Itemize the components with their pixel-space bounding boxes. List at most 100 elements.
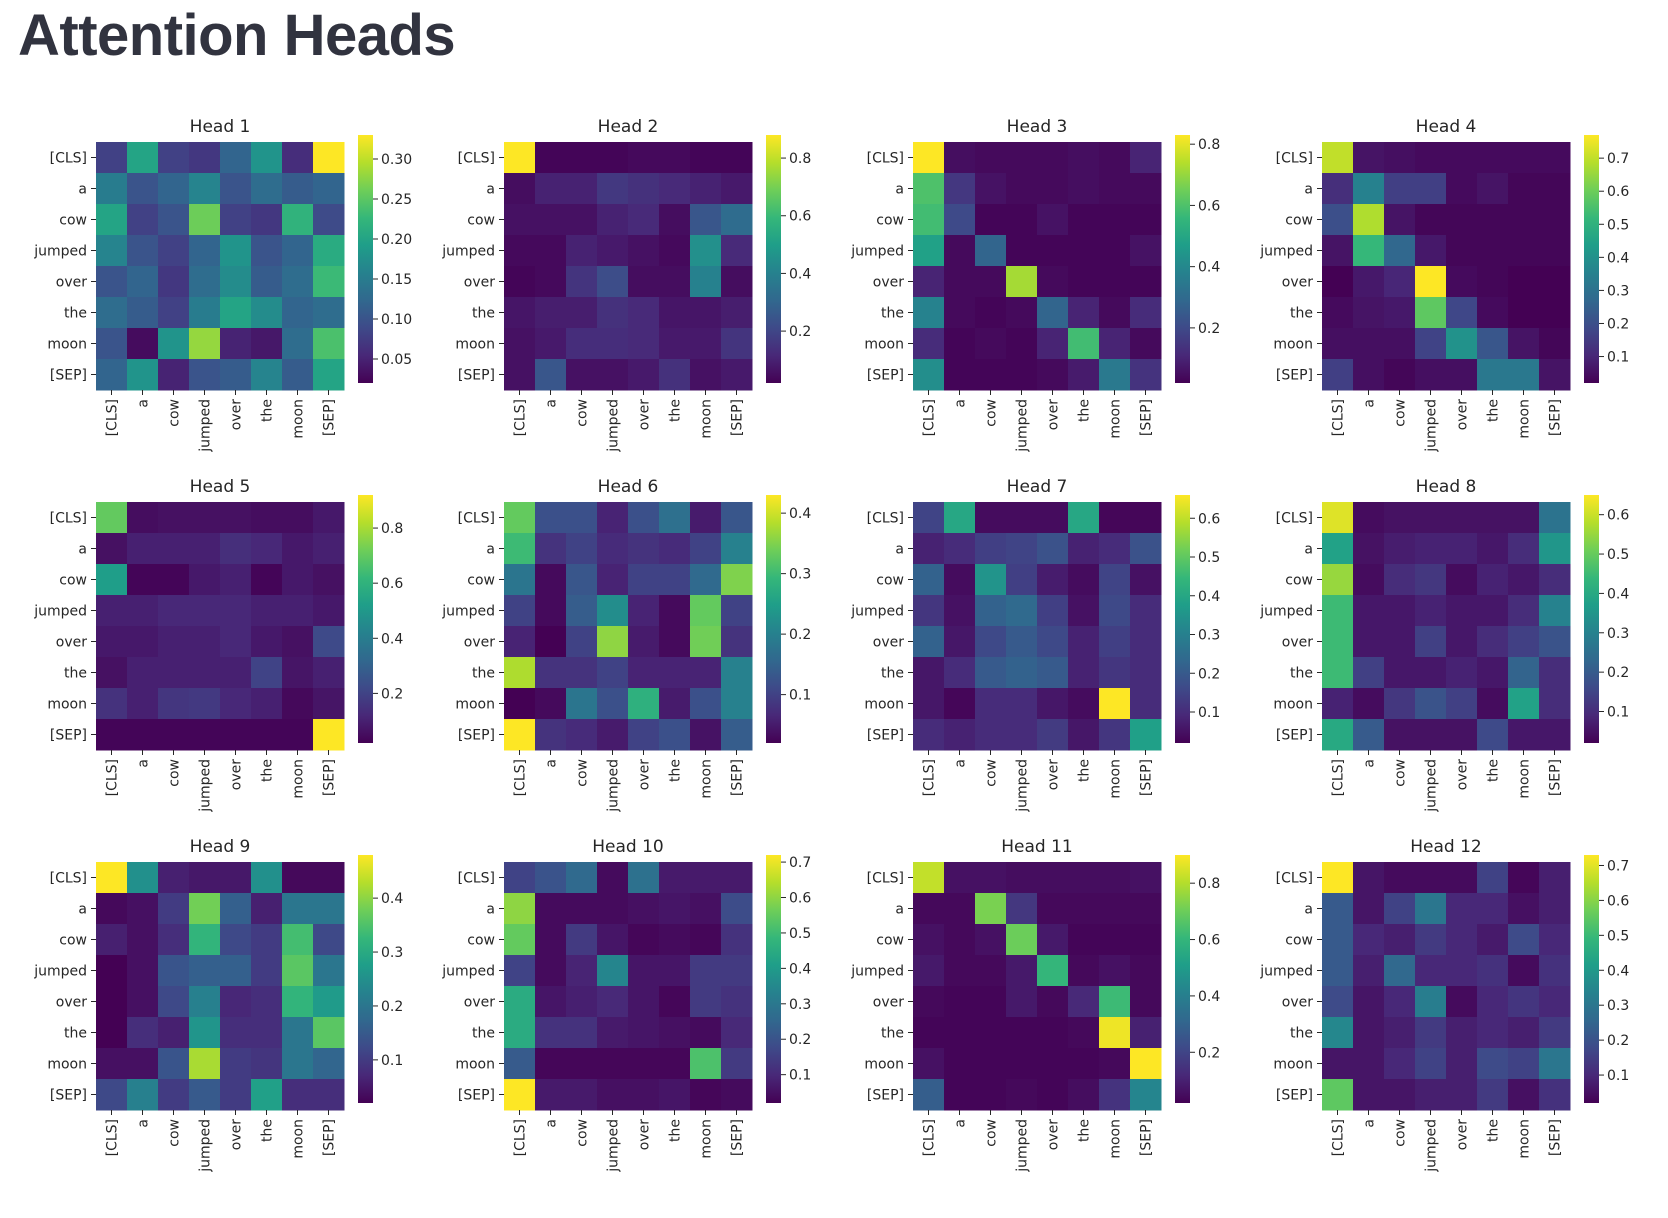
heatmap-cell — [975, 1017, 1007, 1049]
heatmap-cell — [690, 533, 722, 565]
heatmap-cell — [597, 502, 629, 534]
y-tick-label: [CLS] — [458, 871, 495, 887]
heatmap-cell — [1508, 719, 1540, 751]
y-tick-label: jumped — [1259, 964, 1313, 980]
colorbar-tick-label: 0.6 — [1607, 184, 1629, 200]
colorbar-tick-label: 0.6 — [1198, 933, 1220, 949]
y-tick-label: cow — [876, 933, 904, 949]
colorbar-tick-label: 0.3 — [1607, 626, 1629, 642]
heatmap-cell — [1130, 1048, 1162, 1080]
heatmap-cell — [96, 1079, 128, 1111]
heatmap-cell — [1415, 924, 1447, 956]
heatmap-cell — [535, 595, 567, 627]
x-tick-label: moon — [1517, 399, 1533, 439]
heatmap-cell — [597, 986, 629, 1018]
heatmap-cell — [1415, 266, 1447, 298]
heatmap-cell — [1446, 564, 1478, 596]
heatmap-cell — [1099, 893, 1131, 925]
heatmap-cell — [158, 328, 190, 360]
colorbar-tick-label: 0.4 — [1607, 586, 1629, 602]
heatmap-cell — [659, 533, 691, 565]
y-tick-label: the — [1290, 306, 1313, 322]
colorbar-tick-label: 0.1 — [1607, 350, 1629, 366]
heatmap-cell — [944, 1017, 976, 1049]
heatmap-cell — [1415, 1048, 1447, 1080]
x-tick-label: cow — [575, 399, 591, 427]
heatmap-cell — [1353, 595, 1385, 627]
y-tick-label: cow — [467, 213, 495, 229]
x-tick-label: jumped — [1015, 1119, 1031, 1173]
heatmap-cell — [1384, 595, 1416, 627]
heatmap-cell — [1006, 502, 1038, 534]
colorbar — [766, 135, 781, 383]
heatmap-title: Head 10 — [592, 837, 664, 857]
heatmap-cell — [690, 657, 722, 689]
heatmap-cell — [944, 986, 976, 1018]
heatmap-cell — [913, 328, 945, 360]
heatmap-cell — [1539, 297, 1571, 329]
heatmap-cell — [1477, 719, 1509, 751]
heatmap-cell — [1415, 142, 1447, 174]
colorbar-tick-label: 0.5 — [789, 926, 811, 942]
heatmap-cell — [1068, 955, 1100, 987]
heatmap-cell — [659, 328, 691, 360]
heatmap-cell — [282, 204, 314, 236]
heatmap-cell — [1415, 626, 1447, 658]
heatmap-cell — [597, 657, 629, 689]
heatmap-cell — [282, 502, 314, 534]
y-tick-label: over — [873, 275, 904, 291]
heatmap-cell — [504, 328, 536, 360]
heatmap-cell — [1508, 626, 1540, 658]
x-tick-label: [SEP] — [1548, 399, 1564, 436]
heatmap-cell — [1384, 1017, 1416, 1049]
heatmap-cell — [628, 564, 660, 596]
heatmap-cell — [1508, 204, 1540, 236]
heatmap-cell — [1384, 173, 1416, 205]
heatmap-cell — [1322, 657, 1354, 689]
heatmap-cell — [1037, 235, 1069, 267]
heatmap-cell — [628, 893, 660, 925]
heatmap-cell — [1130, 564, 1162, 596]
page-title: Attention Heads — [18, 3, 456, 68]
heatmap-cell — [1508, 142, 1540, 174]
heatmap-cell — [1099, 502, 1131, 534]
heatmap-cell — [189, 297, 221, 329]
heatmap-cell — [1539, 266, 1571, 298]
heatmap-cell — [628, 359, 660, 391]
heatmap-cell — [1384, 328, 1416, 360]
heatmap-cell — [1099, 1017, 1131, 1049]
heatmap-cell — [721, 955, 753, 987]
heatmap-cell — [1322, 1079, 1354, 1111]
heatmap-cell — [189, 924, 221, 956]
heatmap-cell — [1037, 1017, 1069, 1049]
heatmap-cell — [1006, 204, 1038, 236]
heatmap-cell — [566, 862, 598, 894]
y-tick-label: a — [1304, 902, 1313, 918]
y-tick-label: jumped — [441, 604, 495, 620]
heatmap-cell — [1099, 235, 1131, 267]
heatmap-cell — [1477, 862, 1509, 894]
heatmap-cell — [282, 1017, 314, 1049]
heatmap-cell — [251, 595, 283, 627]
heatmap-cell — [96, 266, 128, 298]
heatmap-cell — [944, 688, 976, 720]
x-tick-label: moon — [291, 1119, 307, 1159]
heatmap-cell — [566, 893, 598, 925]
heatmap-cell — [690, 204, 722, 236]
heatmap-cell — [1037, 955, 1069, 987]
heatmap-cell — [282, 235, 314, 267]
colorbar-tick-label: 0.5 — [1607, 928, 1629, 944]
x-tick-label: a — [136, 1119, 152, 1128]
heatmap-cell — [1353, 142, 1385, 174]
heatmap-cell — [220, 266, 252, 298]
heatmap-cell — [566, 626, 598, 658]
x-tick-label: [CLS] — [513, 399, 529, 436]
heatmap-cell — [1322, 626, 1354, 658]
heatmap-cell — [628, 297, 660, 329]
heatmap-cell — [1099, 142, 1131, 174]
y-tick-label: a — [1304, 182, 1313, 198]
heatmap-cell — [721, 595, 753, 627]
heatmap-cell — [1539, 533, 1571, 565]
heatmap-cell — [975, 204, 1007, 236]
heatmap-cell — [504, 862, 536, 894]
